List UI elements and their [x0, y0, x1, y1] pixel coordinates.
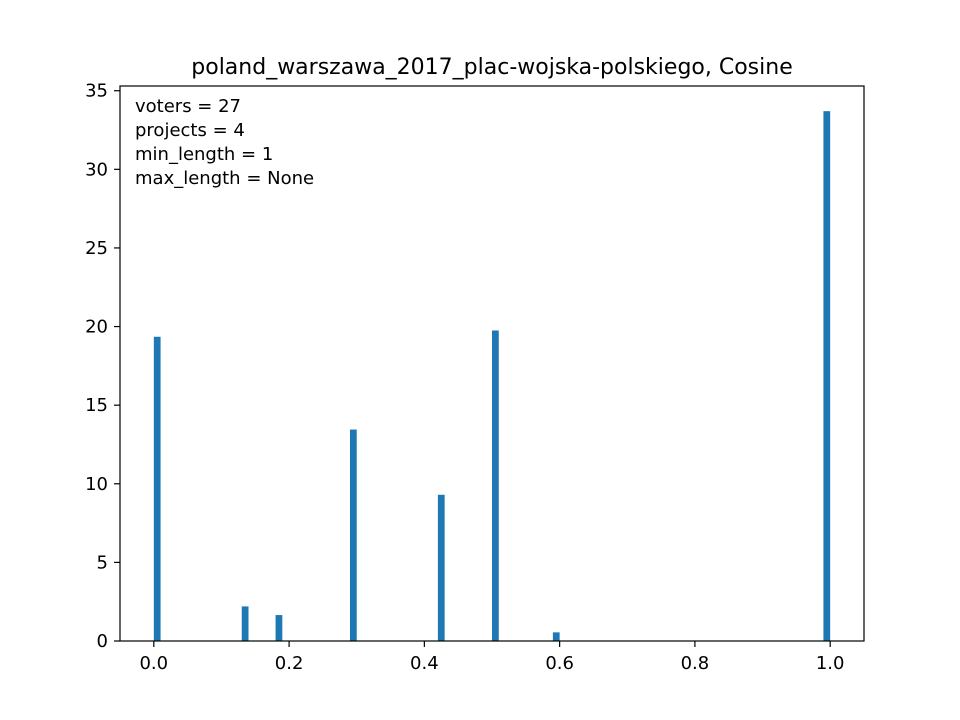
y-tick-label: 35: [85, 81, 108, 102]
x-axis: 0.0 0.2 0.4 0.6 0.8 1.0: [139, 641, 845, 674]
y-axis: 0 5 10 15 20 25 30 35: [85, 81, 120, 652]
bar-1: [241, 606, 249, 641]
y-tick-label: 30: [85, 159, 108, 180]
annotation-line: projects = 4: [135, 120, 245, 141]
bar-3: [349, 429, 357, 641]
y-tick-label: 25: [85, 238, 108, 259]
bar-7: [823, 111, 831, 641]
x-tick-label: 0.0: [139, 653, 168, 674]
y-tick-label: 10: [85, 474, 108, 495]
plot-frame: [119, 85, 865, 642]
y-tick-label: 20: [85, 317, 108, 338]
annotation-line: max_length = None: [135, 168, 314, 189]
annotation-line: min_length = 1: [135, 144, 273, 165]
chart-title: poland_warszawa_2017_plac-wojska-polskie…: [191, 55, 792, 80]
y-tick-label: 0: [97, 631, 108, 652]
x-tick-label: 0.4: [410, 653, 439, 674]
y-tick-label: 15: [85, 395, 108, 416]
stats-annotation: voters = 27 projects = 4 min_length = 1 max…: [135, 96, 314, 189]
bars-group: [153, 111, 831, 641]
y-tick-label: 5: [97, 552, 108, 573]
x-tick-label: 0.6: [545, 653, 574, 674]
x-tick-label: 0.2: [275, 653, 304, 674]
x-tick-label: 1.0: [816, 653, 845, 674]
bar-4: [437, 494, 445, 641]
x-tick-label: 0.8: [681, 653, 710, 674]
bar-2: [275, 615, 283, 641]
bar-6: [552, 632, 560, 641]
annotation-line: voters = 27: [135, 96, 241, 117]
bar-5: [492, 330, 499, 641]
bar-0: [153, 336, 161, 641]
